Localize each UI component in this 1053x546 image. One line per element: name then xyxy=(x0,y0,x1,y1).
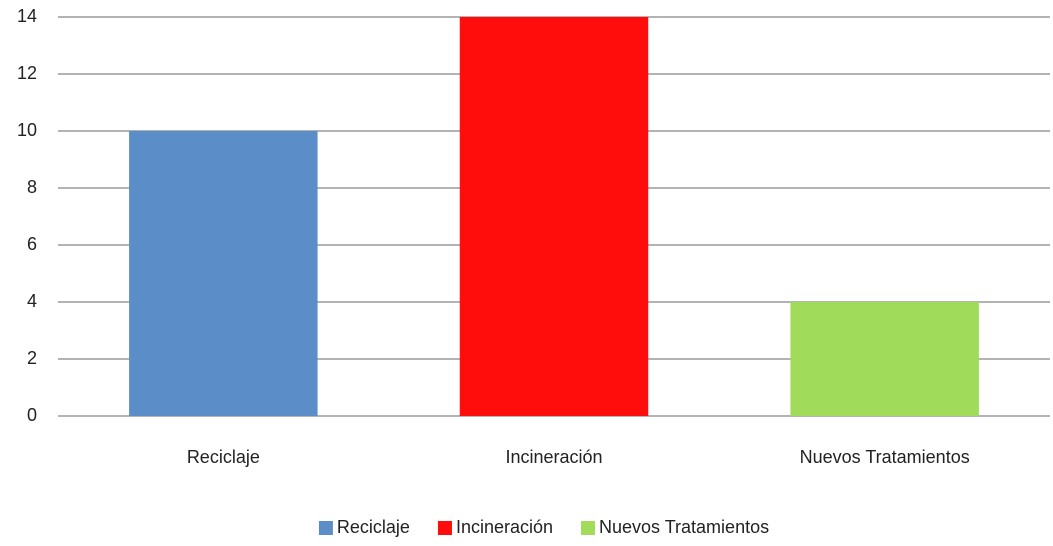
x-tick-label: Nuevos Tratamientos xyxy=(800,447,970,467)
y-tick-label: 14 xyxy=(17,6,37,26)
bar xyxy=(459,17,649,416)
legend-label: Incineración xyxy=(456,517,553,537)
legend-swatch xyxy=(437,521,452,535)
y-tick-label: 0 xyxy=(27,405,37,425)
y-tick-label: 2 xyxy=(27,348,37,368)
y-tick-label: 12 xyxy=(17,63,37,83)
legend-label: Reciclaje xyxy=(337,517,410,537)
y-tick-label: 8 xyxy=(27,177,37,197)
legend-swatch xyxy=(581,521,596,535)
y-tick-label: 4 xyxy=(27,291,37,311)
x-tick-label: Incineración xyxy=(505,447,602,467)
bar xyxy=(790,302,979,416)
legend-swatch xyxy=(318,521,333,535)
bar xyxy=(129,131,318,416)
legend-label: Nuevos Tratamientos xyxy=(599,517,769,537)
y-tick-label: 6 xyxy=(27,234,37,254)
y-tick-label: 10 xyxy=(17,120,37,140)
legend: Reciclaje Incineración Nuevos Tratamientos xyxy=(318,517,769,537)
x-tick-label: Reciclaje xyxy=(187,447,260,467)
